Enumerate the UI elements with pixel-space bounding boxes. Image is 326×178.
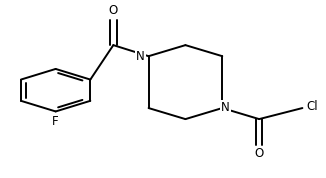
- Text: F: F: [52, 116, 59, 129]
- Text: N: N: [136, 50, 145, 63]
- Text: O: O: [255, 147, 264, 160]
- Text: N: N: [221, 101, 230, 114]
- Text: Cl: Cl: [306, 100, 318, 113]
- Text: O: O: [109, 4, 118, 17]
